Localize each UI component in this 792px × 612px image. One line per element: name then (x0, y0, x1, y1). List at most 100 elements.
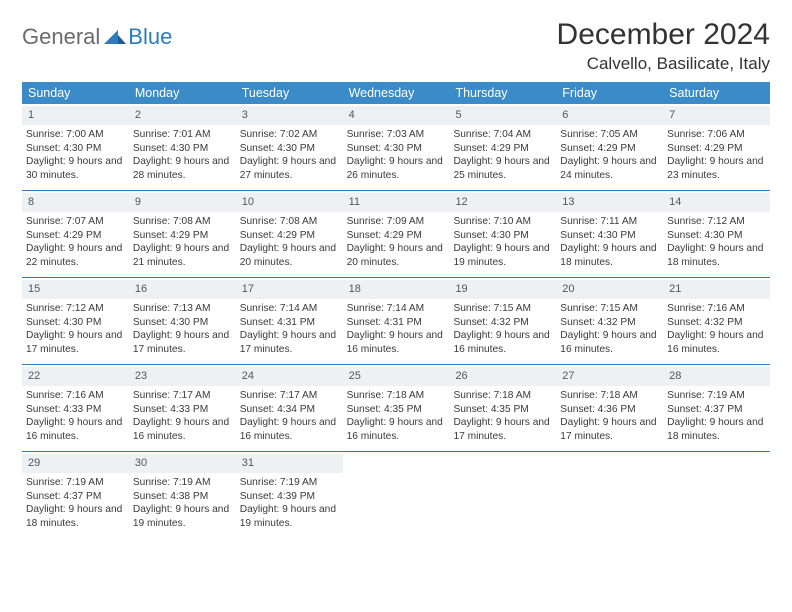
calendar-day: 31Sunrise: 7:19 AMSunset: 4:39 PMDayligh… (236, 452, 343, 538)
day-details: Sunrise: 7:01 AMSunset: 4:30 PMDaylight:… (133, 128, 232, 183)
day-number: 14 (663, 193, 770, 212)
calendar-day: 24 Sunrise: 7:17 AMSunset: 4:34 PMDayligh… (236, 365, 343, 451)
day-details: Sunrise: 7:13 AMSunset: 4:30 PMDaylight:… (133, 302, 232, 357)
weekday-header: Monday (129, 82, 236, 104)
calendar: SundayMondayTuesdayWednesdayThursdayFrid… (22, 82, 770, 538)
calendar-day: 22Sunrise: 7:16 AMSunset: 4:33 PMDayligh… (22, 365, 129, 451)
day-details: Sunrise: 7:15 AMSunset: 4:32 PMDaylight:… (453, 302, 552, 357)
day-number: 29 (22, 454, 129, 473)
calendar-day: 26Sunrise: 7:18 AMSunset: 4:35 PMDayligh… (449, 365, 556, 451)
weekday-header: Wednesday (343, 82, 450, 104)
day-number: 28 (663, 367, 770, 386)
day-number: 13 (556, 193, 663, 212)
day-details: Sunrise: 7:12 AMSunset: 4:30 PMDaylight:… (667, 215, 766, 270)
day-details: Sunrise: 7:03 AMSunset: 4:30 PMDaylight:… (347, 128, 446, 183)
day-number: 6 (556, 106, 663, 125)
day-details: Sunrise: 7:18 AMSunset: 4:36 PMDaylight:… (560, 389, 659, 444)
day-number: 25 (343, 367, 450, 386)
day-number: 21 (663, 280, 770, 299)
day-number: 15 (22, 280, 129, 299)
day-number: 19 (449, 280, 556, 299)
day-details: Sunrise: 7:15 AMSunset: 4:32 PMDaylight:… (560, 302, 659, 357)
day-number: 8 (22, 193, 129, 212)
day-details: Sunrise: 7:17 AMSunset: 4:34 PMDaylight:… (240, 389, 339, 444)
day-number: 9 (129, 193, 236, 212)
day-number: 2 (129, 106, 236, 125)
header: General Blue December 2024 Calvello, Bas… (22, 18, 770, 74)
calendar-day: 20 Sunrise: 7:15 AMSunset: 4:32 PMDayligh… (556, 278, 663, 364)
day-number: 27 (556, 367, 663, 386)
day-details: Sunrise: 7:16 AMSunset: 4:33 PMDaylight:… (26, 389, 125, 444)
calendar-day: 4Sunrise: 7:03 AMSunset: 4:30 PMDaylight… (343, 104, 450, 190)
day-details: Sunrise: 7:12 AMSunset: 4:30 PMDaylight:… (26, 302, 125, 357)
calendar-day: 15 Sunrise: 7:12 AMSunset: 4:30 PMDayligh… (22, 278, 129, 364)
calendar-day: 1Sunrise: 7:00 AMSunset: 4:30 PMDaylight… (22, 104, 129, 190)
location: Calvello, Basilicate, Italy (557, 54, 770, 74)
day-number: 3 (236, 106, 343, 125)
calendar-day: 10 Sunrise: 7:08 AMSunset: 4:29 PMDayligh… (236, 191, 343, 277)
day-details: Sunrise: 7:10 AMSunset: 4:30 PMDaylight:… (453, 215, 552, 270)
day-details: Sunrise: 7:16 AMSunset: 4:32 PMDaylight:… (667, 302, 766, 357)
calendar-day-empty (556, 452, 663, 538)
day-number: 11 (343, 193, 450, 212)
day-number: 17 (236, 280, 343, 299)
calendar-day: 28 Sunrise: 7:19 AMSunset: 4:37 PMDayligh… (663, 365, 770, 451)
logo: General Blue (22, 24, 172, 50)
calendar-day: 6Sunrise: 7:05 AMSunset: 4:29 PMDaylight… (556, 104, 663, 190)
day-details: Sunrise: 7:02 AMSunset: 4:30 PMDaylight:… (240, 128, 339, 183)
calendar-day: 5 Sunrise: 7:04 AMSunset: 4:29 PMDaylight… (449, 104, 556, 190)
month-title: December 2024 (557, 18, 770, 52)
calendar-day: 3 Sunrise: 7:02 AMSunset: 4:30 PMDaylight… (236, 104, 343, 190)
calendar-day: 11Sunrise: 7:09 AMSunset: 4:29 PMDayligh… (343, 191, 450, 277)
day-number: 24 (236, 367, 343, 386)
calendar-day: 12Sunrise: 7:10 AMSunset: 4:30 PMDayligh… (449, 191, 556, 277)
calendar-day: 27 Sunrise: 7:18 AMSunset: 4:36 PMDayligh… (556, 365, 663, 451)
calendar-week: 1Sunrise: 7:00 AMSunset: 4:30 PMDaylight… (22, 104, 770, 190)
calendar-week: 8Sunrise: 7:07 AMSunset: 4:29 PMDaylight… (22, 190, 770, 277)
calendar-day-empty (343, 452, 450, 538)
weekday-header: Friday (556, 82, 663, 104)
calendar-day: 8Sunrise: 7:07 AMSunset: 4:29 PMDaylight… (22, 191, 129, 277)
calendar-day: 30Sunrise: 7:19 AMSunset: 4:38 PMDayligh… (129, 452, 236, 538)
day-number: 30 (129, 454, 236, 473)
calendar-day: 14 Sunrise: 7:12 AMSunset: 4:30 PMDayligh… (663, 191, 770, 277)
day-number: 23 (129, 367, 236, 386)
day-details: Sunrise: 7:11 AMSunset: 4:30 PMDaylight:… (560, 215, 659, 270)
calendar-day: 16Sunrise: 7:13 AMSunset: 4:30 PMDayligh… (129, 278, 236, 364)
logo-text-blue: Blue (128, 24, 172, 50)
calendar-day: 19 Sunrise: 7:15 AMSunset: 4:32 PMDayligh… (449, 278, 556, 364)
calendar-week: 22Sunrise: 7:16 AMSunset: 4:33 PMDayligh… (22, 364, 770, 451)
day-details: Sunrise: 7:06 AMSunset: 4:29 PMDaylight:… (667, 128, 766, 183)
logo-text-general: General (22, 24, 100, 50)
weekday-header: Sunday (22, 82, 129, 104)
day-number: 10 (236, 193, 343, 212)
day-details: Sunrise: 7:14 AMSunset: 4:31 PMDaylight:… (347, 302, 446, 357)
calendar-day-empty (663, 452, 770, 538)
day-details: Sunrise: 7:14 AMSunset: 4:31 PMDaylight:… (240, 302, 339, 357)
title-block: December 2024 Calvello, Basilicate, Ital… (557, 18, 770, 74)
day-number: 18 (343, 280, 450, 299)
day-details: Sunrise: 7:19 AMSunset: 4:37 PMDaylight:… (667, 389, 766, 444)
day-details: Sunrise: 7:00 AMSunset: 4:30 PMDaylight:… (26, 128, 125, 183)
day-details: Sunrise: 7:08 AMSunset: 4:29 PMDaylight:… (240, 215, 339, 270)
logo-triangle-icon (104, 26, 126, 49)
calendar-day: 29 Sunrise: 7:19 AMSunset: 4:37 PMDayligh… (22, 452, 129, 538)
day-details: Sunrise: 7:19 AMSunset: 4:37 PMDaylight:… (26, 476, 125, 531)
weekday-header: Thursday (449, 82, 556, 104)
day-number: 26 (449, 367, 556, 386)
calendar-week: 29 Sunrise: 7:19 AMSunset: 4:37 PMDayligh… (22, 451, 770, 538)
day-number: 5 (449, 106, 556, 125)
calendar-day-empty (449, 452, 556, 538)
weekday-header: Tuesday (236, 82, 343, 104)
calendar-day: 18 Sunrise: 7:14 AMSunset: 4:31 PMDayligh… (343, 278, 450, 364)
weekday-header: Saturday (663, 82, 770, 104)
calendar-day: 21 Sunrise: 7:16 AMSunset: 4:32 PMDayligh… (663, 278, 770, 364)
day-details: Sunrise: 7:04 AMSunset: 4:29 PMDaylight:… (453, 128, 552, 183)
calendar-body: 1Sunrise: 7:00 AMSunset: 4:30 PMDaylight… (22, 104, 770, 538)
day-number: 20 (556, 280, 663, 299)
calendar-week: 15 Sunrise: 7:12 AMSunset: 4:30 PMDayligh… (22, 277, 770, 364)
day-number: 31 (236, 454, 343, 473)
calendar-day: 2 Sunrise: 7:01 AMSunset: 4:30 PMDaylight… (129, 104, 236, 190)
calendar-day: 17 Sunrise: 7:14 AMSunset: 4:31 PMDayligh… (236, 278, 343, 364)
day-number: 7 (663, 106, 770, 125)
